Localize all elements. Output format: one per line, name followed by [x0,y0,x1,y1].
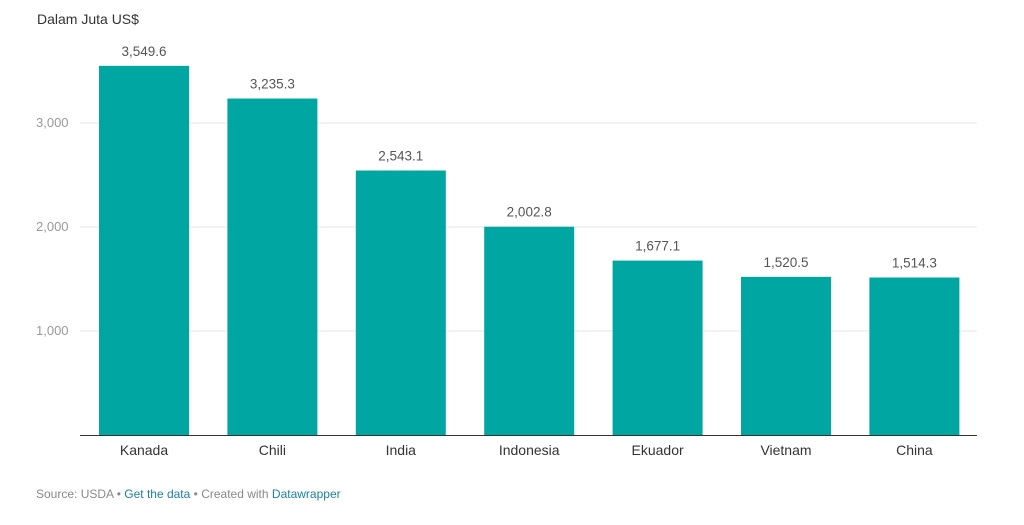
x-tick-label: Kanada [120,442,168,458]
datawrapper-link[interactable]: Datawrapper [271,487,341,501]
y-tick-label: 2,000 [36,219,69,234]
x-tick-label: Ekuador [632,442,684,458]
get-the-data-link[interactable]: Get the data [124,487,191,501]
bar [741,276,831,435]
data-label: 1,520.5 [763,255,808,270]
bar [99,65,189,435]
y-tick-label: 1,000 [36,323,69,338]
data-label: 1,514.3 [892,256,937,271]
chart-footer: Source: USDA • Get the data • Created wi… [36,487,341,501]
bar [869,277,960,435]
footer-separator: • [116,487,121,501]
bar [355,170,446,436]
x-tick-label: Chili [259,442,286,458]
x-tick-label: China [896,442,933,458]
x-tick-label: Indonesia [499,442,560,458]
source-text: Source: USDA [36,487,114,501]
data-label: 2,543.1 [378,149,423,164]
bar [612,260,703,435]
x-tick-label: Vietnam [760,442,811,458]
bar [484,226,575,435]
data-label: 2,002.8 [507,205,552,220]
bar [227,98,318,435]
y-tick-label: 3,000 [36,115,69,130]
y-axis-unit-label: Dalam Juta US$ [37,11,139,27]
data-label: 3,235.3 [250,77,295,92]
created-with-text: Created with [201,487,269,501]
footer-separator: • [193,487,198,501]
data-label: 1,677.1 [635,239,680,254]
x-tick-label: India [386,442,417,458]
data-label: 3,549.6 [121,44,166,59]
